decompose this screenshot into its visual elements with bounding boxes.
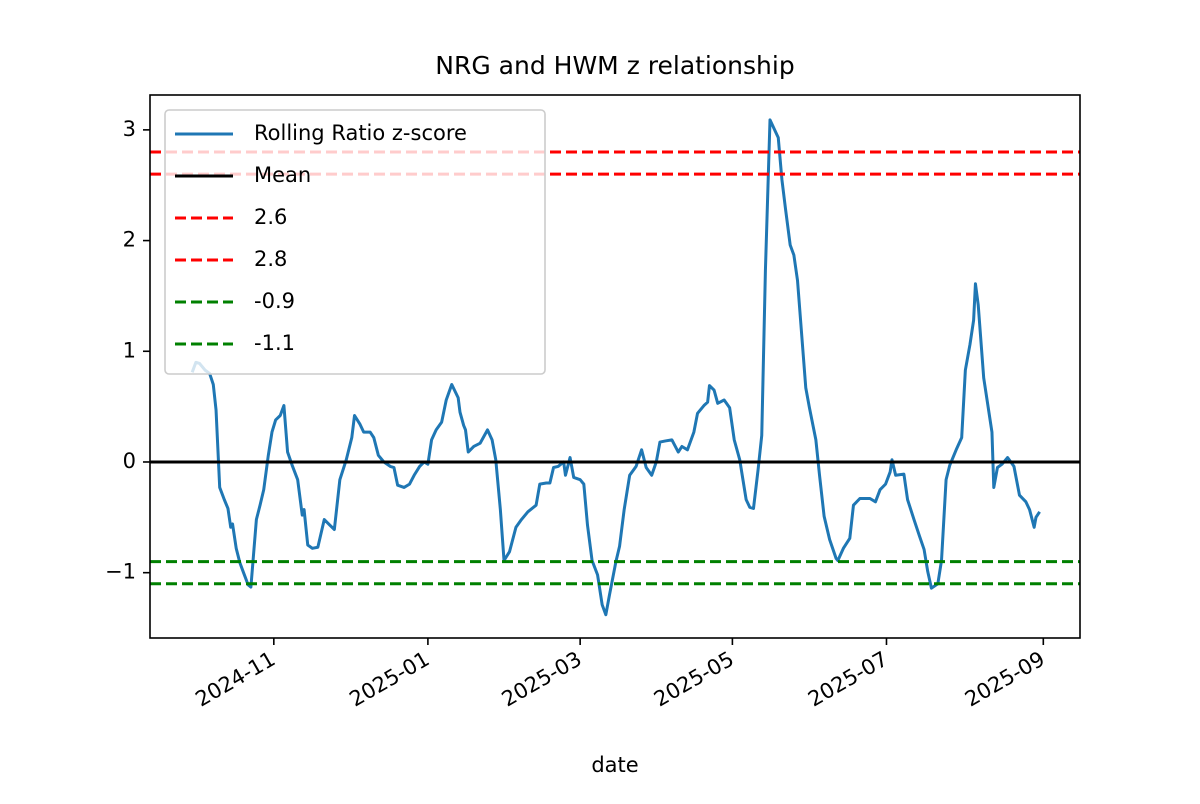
legend-label: 2.8 <box>254 247 287 271</box>
y-tick-label: 2 <box>123 228 136 252</box>
data-line <box>190 118 1041 617</box>
legend-label: Rolling Ratio z-score <box>254 121 467 145</box>
chart-title: NRG and HWM z relationship <box>435 51 794 80</box>
y-tick-label: 1 <box>123 338 136 362</box>
y-tick-label: 3 <box>123 117 136 141</box>
x-axis-label: date <box>591 753 638 777</box>
legend-label: -1.1 <box>254 331 295 355</box>
plot-frame <box>149 94 1081 639</box>
legend-frame <box>164 109 546 375</box>
legend-label: 2.6 <box>254 205 287 229</box>
y-tick-label: 0 <box>123 449 136 473</box>
legend-label: -0.9 <box>254 289 295 313</box>
legend-label: Mean <box>254 163 311 187</box>
y-tick-label: −1 <box>105 560 136 584</box>
